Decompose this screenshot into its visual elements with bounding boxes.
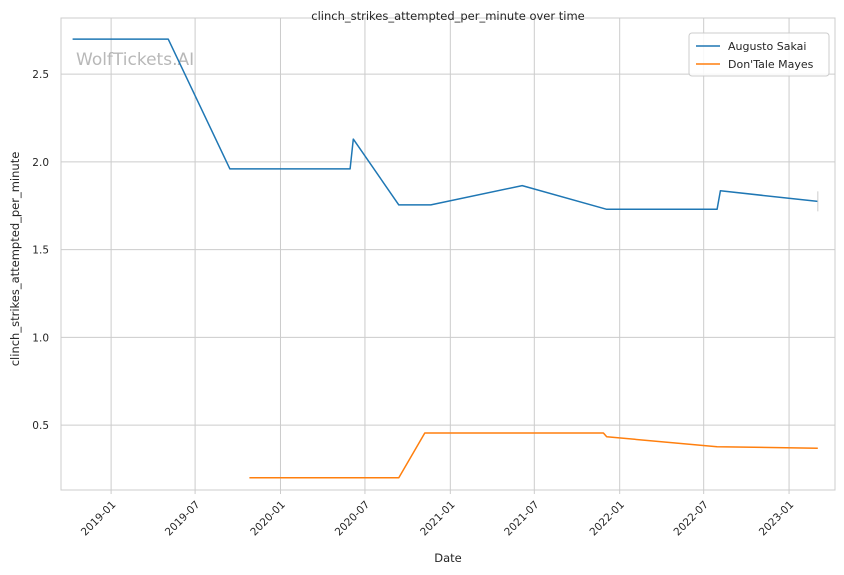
y-tick-label: 2.5 <box>32 69 49 81</box>
x-axis: 2019-01 2019-07 2020-01 2020-07 2021-01 2021-… <box>79 490 796 538</box>
legend-box <box>688 32 830 77</box>
x-tick-label: 2021-07 <box>502 499 542 539</box>
y-tick-label: 1.0 <box>32 332 49 344</box>
legend-label: Augusto Sakai <box>728 40 806 53</box>
plot-frame <box>60 17 836 491</box>
x-tick-label: 2022-01 <box>587 499 627 539</box>
chart-title: clinch_strikes_attempted_per_minute over… <box>311 9 584 23</box>
series-line-0 <box>72 38 818 211</box>
y-tick-label: 0.5 <box>32 420 49 432</box>
y-tick-label: 2.0 <box>32 157 49 169</box>
legend: Augusto Sakai Don'Tale Mayes <box>688 32 830 77</box>
watermark: WolfTickets.AI <box>76 50 194 70</box>
x-tick-label: 2022-07 <box>671 499 711 539</box>
x-tick-label: 2021-01 <box>418 499 458 539</box>
x-tick-label: 2020-07 <box>333 499 373 539</box>
x-tick-label: 2019-07 <box>163 499 203 539</box>
grid <box>61 18 835 490</box>
series-layer <box>72 38 819 479</box>
legend-label: Don'Tale Mayes <box>728 58 814 71</box>
x-tick-label: 2020-01 <box>248 499 288 539</box>
x-tick-label: 2019-01 <box>79 499 119 539</box>
series-line-1 <box>249 432 818 479</box>
y-axis-label: clinch_strikes_attempted_per_minute <box>8 152 22 367</box>
x-axis-label: Date <box>434 551 462 565</box>
y-tick-label: 1.5 <box>32 245 49 257</box>
x-tick-label: 2023-01 <box>757 499 797 539</box>
y-axis: 0.5 1.0 1.5 2.0 2.5 <box>32 69 49 432</box>
